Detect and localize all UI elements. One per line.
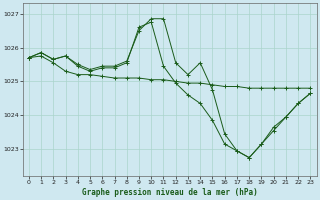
X-axis label: Graphe pression niveau de la mer (hPa): Graphe pression niveau de la mer (hPa) — [82, 188, 258, 197]
